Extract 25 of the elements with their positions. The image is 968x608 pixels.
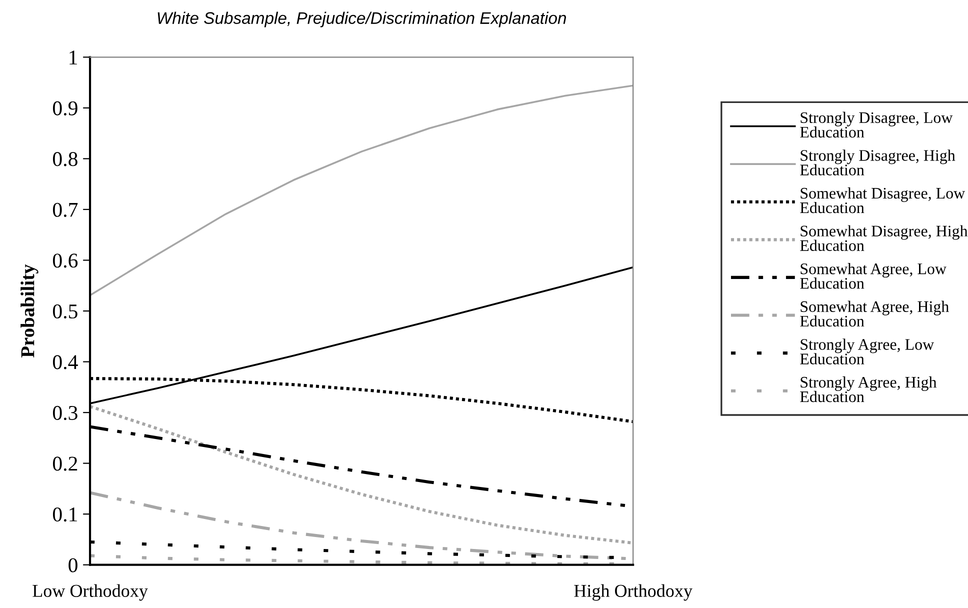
legend-label: Somewhat Disagree, High Education — [800, 225, 968, 251]
y-tick-label: 0.5 — [52, 304, 78, 319]
y-tick-label: 0 — [68, 558, 78, 572]
y-tick-label: 0.7 — [52, 202, 78, 217]
y-tick-label: 0.8 — [52, 152, 78, 166]
legend-label: Somewhat Agree, High Education — [800, 300, 949, 327]
line-series — [90, 404, 634, 545]
legend-label: Strongly Disagree, High Education — [800, 150, 956, 176]
y-tick-label: 0.1 — [52, 507, 77, 522]
y-tick-label: 0.6 — [52, 254, 78, 268]
legend-label: Somewhat Agree, Low Education — [800, 263, 946, 289]
y-tick-label: 0.9 — [52, 101, 78, 116]
y-tick-label: 0.4 — [52, 355, 78, 370]
y-tick-label: 0.2 — [52, 456, 78, 471]
y-tick-label: 1 — [70, 50, 77, 64]
legend-label: Strongly Disagree, Low Education — [800, 112, 953, 138]
legend-label: Strongly Agree, High Education — [800, 376, 937, 402]
y-tick-label: 0.3 — [52, 406, 78, 420]
x-tick-label: Low Orthodoxy — [32, 584, 148, 601]
x-tick-label: High Orthodoxy — [574, 584, 692, 601]
legend-label: Somewhat Disagree, Low Education — [800, 187, 966, 214]
line-series — [90, 84, 634, 296]
legend-label: Strongly Agree, Low Education — [800, 338, 934, 364]
chart-title: White Subsample, Prejudice/Discrimination Explanation — [158, 12, 566, 28]
y-axis-title: Probability — [20, 264, 38, 358]
